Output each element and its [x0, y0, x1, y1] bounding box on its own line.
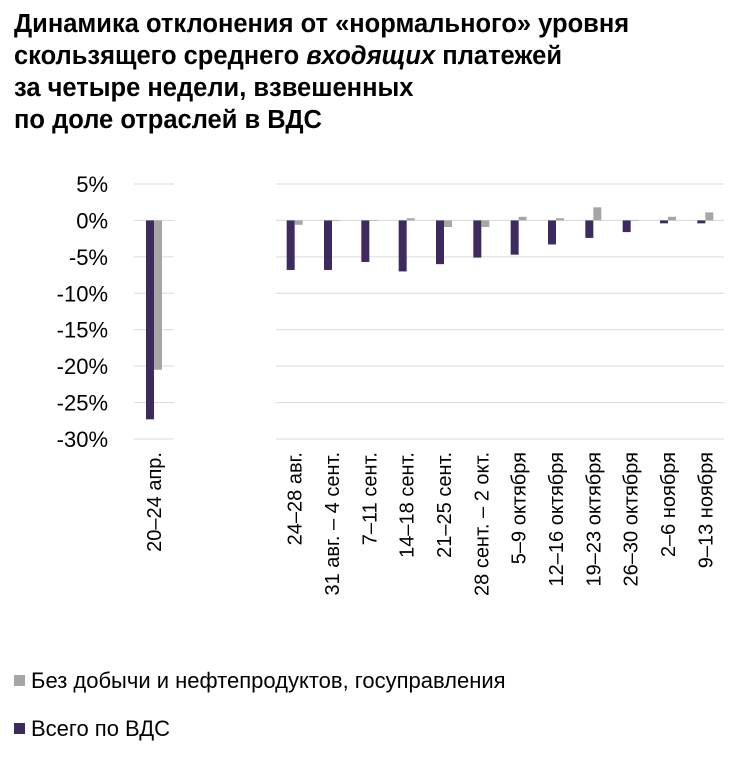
title-line-4: по доле отраслей в ВДС: [14, 106, 322, 134]
bar-total: [697, 220, 706, 224]
title-line-2-start: скользящего среднего: [14, 42, 307, 70]
title-line-2-emphasis: входящих: [306, 42, 436, 70]
y-tick-label: -20%: [57, 354, 108, 379]
bar-total: [436, 220, 444, 265]
x-category-label: 2–6 ноября: [658, 452, 680, 557]
bar-excl: [518, 216, 527, 221]
bar-total: [324, 220, 332, 270]
bar-excl: [406, 218, 415, 221]
bar-total: [510, 220, 519, 255]
title-line-2-end: платежей: [435, 42, 563, 70]
legend-item-total: Всего по ВДС: [14, 716, 170, 742]
legend-label-excl: Без добычи и нефтепродуктов, госуправлен…: [31, 668, 506, 693]
x-category-label: 24–28 авг.: [285, 452, 307, 545]
bar-total: [622, 220, 631, 233]
bar-total: [146, 220, 154, 420]
bar-excl: [369, 220, 378, 222]
legend-item-excl: Без добычи и нефтепродуктов, госуправлен…: [14, 668, 506, 694]
x-category-label: 12–16 октября: [546, 452, 568, 586]
x-category-label: 7–11 сент.: [359, 452, 381, 545]
bar-excl: [154, 220, 162, 370]
legend-swatch-total: [14, 722, 25, 734]
y-tick-label: -10%: [57, 281, 108, 306]
y-tick-label: -15%: [57, 318, 108, 343]
bar-total: [361, 220, 370, 262]
bar-excl: [294, 220, 303, 225]
title-line-1: Динамика отклонения от «нормального» уро…: [14, 10, 630, 38]
chart-title: Динамика отклонения от «нормального» уро…: [14, 8, 729, 136]
x-category-label: 5–9 октября: [509, 452, 531, 564]
bar-total: [286, 220, 295, 270]
y-tick-label: -25%: [57, 391, 108, 416]
bar-excl: [705, 212, 714, 221]
y-tick-label: 5%: [76, 172, 108, 197]
x-category-label: 9–13 ноября: [695, 452, 717, 568]
bar-excl: [481, 220, 490, 227]
legend-swatch-excl: [14, 674, 25, 686]
y-tick-label: -30%: [57, 427, 108, 452]
legend-label-total: Всего по ВДС: [31, 716, 171, 741]
x-category-label: 21–25 сент.: [434, 452, 456, 558]
bar-total: [548, 220, 556, 245]
title-line-2: скользящего среднего входящих платежей: [14, 40, 729, 72]
x-category-label: 31 авг. – 4 сент.: [322, 452, 344, 596]
bar-excl: [444, 220, 452, 227]
x-category-label: 19–23 октября: [583, 452, 605, 586]
bar-excl: [668, 216, 676, 221]
bar-excl: [556, 218, 564, 221]
x-category-label: 28 сент. – 2 окт.: [471, 452, 493, 596]
x-category-label: 20–24 апр.: [144, 452, 166, 552]
bar-excl: [593, 207, 602, 221]
x-category-label: 26–30 октября: [621, 452, 643, 586]
y-tick-label: -5%: [69, 245, 108, 270]
bar-total: [660, 220, 668, 224]
x-category-label: 14–18 сент.: [397, 452, 419, 558]
bar-excl: [332, 220, 340, 222]
bar-total: [473, 220, 482, 258]
bar-total: [398, 220, 407, 272]
bar-excl: [630, 220, 639, 222]
bar-total: [585, 220, 594, 238]
y-tick-label: 0%: [76, 208, 108, 233]
title-line-3: за четыре недели, взвешенных: [14, 74, 414, 102]
bar-chart: 5% 0% -5% -10% -15% -20% -25% -30% 20–24 апр. 24–…: [57, 172, 724, 596]
